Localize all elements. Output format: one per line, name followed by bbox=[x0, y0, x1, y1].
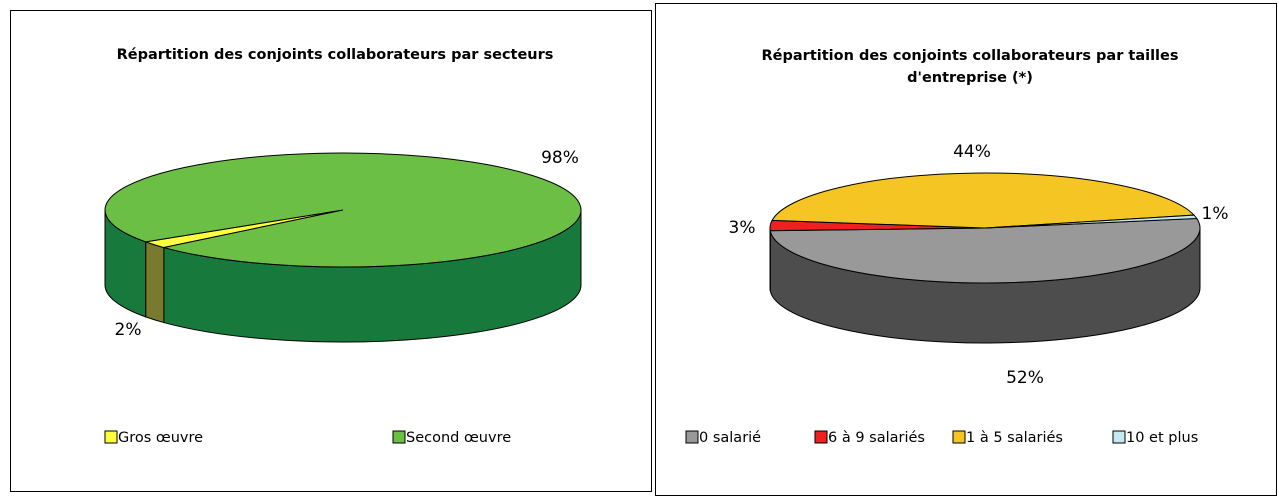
pie-slice bbox=[104, 152, 582, 268]
data-label: 3% bbox=[729, 218, 756, 238]
legend-swatch bbox=[685, 430, 699, 444]
pie-slice bbox=[984, 214, 1198, 229]
legend-swatch bbox=[104, 430, 118, 444]
pie-slice bbox=[769, 217, 1201, 284]
legend-label: 6 à 9 salariés bbox=[828, 430, 925, 446]
data-label: 52% bbox=[1006, 368, 1044, 388]
legend-label: Gros œuvre bbox=[118, 430, 203, 446]
legend-swatch bbox=[952, 430, 966, 444]
legend-swatch bbox=[1112, 430, 1126, 444]
chart-frame bbox=[655, 3, 1277, 496]
legend-label: 10 et plus bbox=[1126, 430, 1198, 446]
legend-label: 1 à 5 salariés bbox=[966, 430, 1063, 446]
legend-label: Second œuvre bbox=[406, 430, 511, 446]
chart-frame bbox=[10, 10, 652, 492]
pie-slice bbox=[771, 172, 1196, 229]
data-label: 2% bbox=[115, 320, 142, 340]
legend-swatch bbox=[392, 430, 406, 444]
data-label: 1% bbox=[1202, 204, 1229, 224]
pie-side bbox=[145, 241, 165, 324]
legend-swatch bbox=[814, 430, 828, 444]
legend-label: 0 salarié bbox=[699, 430, 761, 446]
chart-title: Répartition des conjoints collaborateurs… bbox=[761, 48, 1179, 86]
data-label: 44% bbox=[953, 142, 991, 162]
chart-title: Répartition des conjoints collaborateurs… bbox=[116, 47, 554, 63]
data-label: 98% bbox=[541, 148, 579, 168]
